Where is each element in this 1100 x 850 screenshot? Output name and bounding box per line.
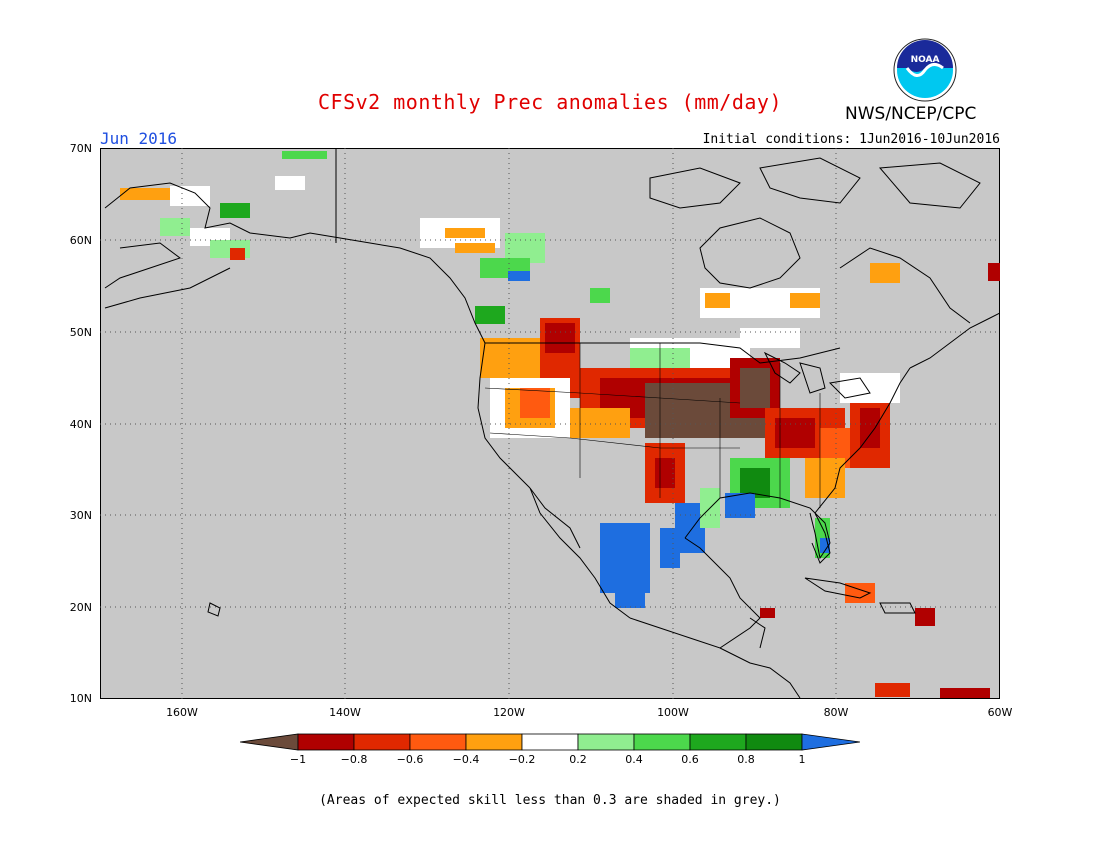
anomaly-map [100, 148, 1000, 699]
lat-label-70n: 70N [69, 142, 92, 155]
agency-label: NWS/NCEP/CPC [845, 104, 977, 124]
lon-label-80w: 80W [823, 706, 849, 719]
colorbar-label: 0.2 [569, 753, 587, 766]
lat-label-60n: 60N [69, 234, 92, 247]
colorbar-bin [689, 733, 747, 751]
colorbar-label: −0.4 [452, 753, 480, 766]
valid-month-label: Jun 2016 [100, 129, 178, 148]
anomaly-shading [120, 151, 1000, 698]
map-title: CFSv2 monthly Prec anomalies (mm/day) [317, 90, 783, 114]
colorbar-label: −0.2 [508, 753, 536, 766]
lon-label-100w: 100W [657, 706, 689, 719]
lon-label-160w: 160W [166, 706, 198, 719]
colorbar-label: 0.4 [625, 753, 643, 766]
colorbar-label: 0.6 [681, 753, 699, 766]
lat-label-50n: 50N [69, 326, 92, 339]
colorbar-label: −0.8 [340, 753, 368, 766]
lat-label-30n: 30N [69, 509, 92, 522]
lat-label-10n: 10N [69, 692, 92, 705]
lon-label-120w: 120W [493, 706, 525, 719]
colorbar-bin [297, 733, 355, 751]
colorbar-bin [745, 733, 803, 751]
initial-conditions-label: Initial conditions: 1Jun2016-10Jun2016 [702, 132, 1000, 147]
colorbar-bin [521, 733, 579, 751]
colorbar-label: 0.8 [737, 753, 755, 766]
colorbar-bin [409, 733, 467, 751]
colorbar-arrow-left [240, 733, 299, 751]
state-borders [484, 343, 821, 508]
colorbar-bin [577, 733, 635, 751]
graticule [100, 148, 1000, 699]
footnote: (Areas of expected skill less than 0.3 a… [319, 793, 781, 808]
coastlines [104, 148, 1000, 699]
lon-label-60w: 60W [987, 706, 1013, 719]
colorbar-label: −1 [289, 753, 307, 766]
colorbar-label: −0.6 [396, 753, 424, 766]
colorbar-bin [633, 733, 691, 751]
colorbar [240, 733, 860, 751]
lon-label-140w: 140W [329, 706, 361, 719]
noaa-logo-icon: NOAA [893, 38, 957, 102]
colorbar-arrow-right [801, 733, 860, 751]
colorbar-bin [353, 733, 411, 751]
colorbar-bin [465, 733, 523, 751]
lat-label-40n: 40N [69, 418, 92, 431]
colorbar-label: 1 [798, 753, 806, 766]
logo-text: NOAA [911, 55, 940, 65]
lat-label-20n: 20N [69, 601, 92, 614]
